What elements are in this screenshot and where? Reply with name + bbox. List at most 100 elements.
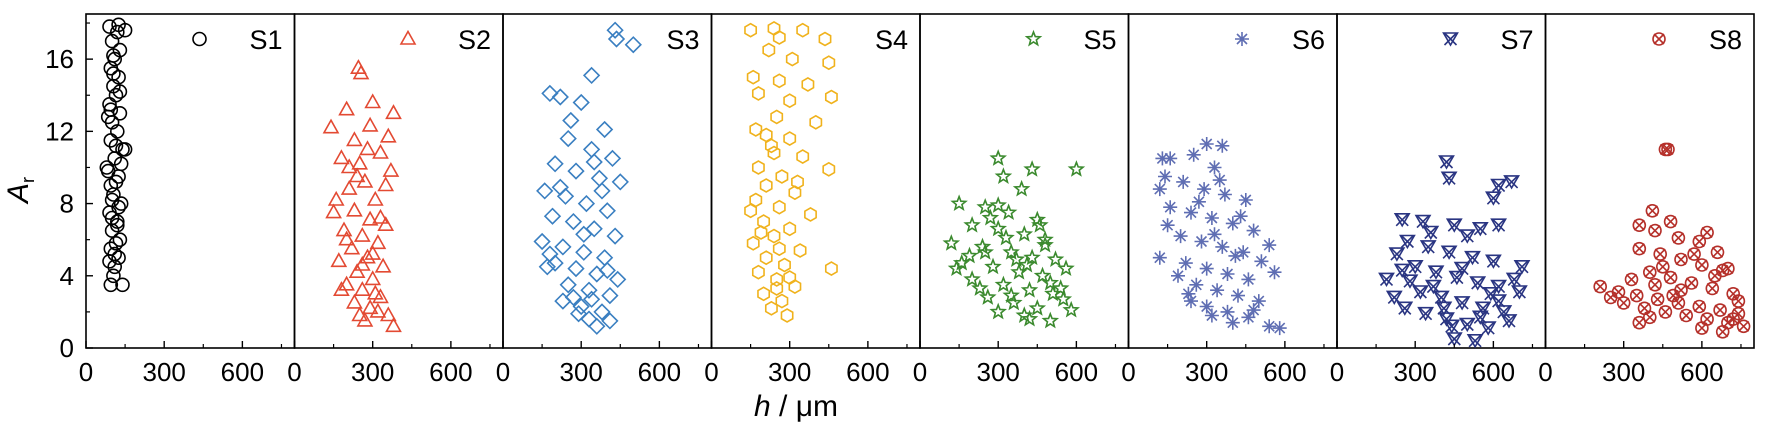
data-point-shape (796, 22, 810, 38)
data-point (976, 243, 994, 260)
data-point-shape (333, 149, 350, 165)
data-point-shape (1505, 272, 1523, 287)
legend-marker (818, 31, 832, 47)
data-point-shape (791, 174, 804, 190)
data-point (963, 215, 981, 233)
panel-S8: 0 300 600 S8 (1538, 13, 1755, 387)
data-point-shape (1693, 235, 1705, 248)
data-point (1674, 252, 1688, 267)
panel-frame (919, 13, 1130, 349)
data-point (1425, 279, 1442, 295)
data-point (1254, 254, 1269, 269)
data-point-shape (603, 149, 622, 168)
data-point-shape (113, 156, 129, 172)
panel-frame (1544, 13, 1755, 349)
panel-S4: 0 300 600 S4 (704, 13, 921, 387)
data-point-shape (744, 203, 758, 219)
data-point-shape (1442, 171, 1456, 185)
data-point (1233, 209, 1248, 224)
data-point (947, 259, 966, 277)
data-point (1632, 315, 1647, 330)
data-point-shape (981, 208, 1000, 226)
data-point-shape (624, 36, 642, 54)
data-point (113, 196, 129, 211)
data-point-shape (1204, 211, 1219, 225)
data-point (346, 201, 363, 217)
data-point-shape (536, 182, 554, 200)
data-point-shape (1424, 225, 1438, 240)
data-point-shape (783, 221, 797, 237)
data-point-shape (1713, 303, 1727, 317)
data-point-shape (1067, 160, 1086, 177)
series-points (1378, 155, 1531, 349)
data-point-shape (783, 93, 797, 109)
data-point (1440, 245, 1458, 260)
data-point-shape (1726, 312, 1740, 326)
data-point-shape (1442, 245, 1456, 259)
data-point-shape (989, 149, 1007, 166)
data-point-shape (580, 310, 598, 328)
data-point-shape (551, 88, 569, 106)
data-point (783, 93, 797, 109)
legend-marker (192, 31, 207, 47)
data-point (351, 306, 369, 322)
data-point (1736, 319, 1751, 334)
data-point (1624, 272, 1639, 287)
data-point-shape (1036, 235, 1054, 253)
data-point (1152, 250, 1167, 265)
data-point-shape (1708, 268, 1722, 283)
data-point-shape (1624, 272, 1639, 287)
data-point (611, 173, 629, 191)
data-point (757, 286, 771, 302)
data-point (1710, 245, 1725, 260)
data-point-shape (1631, 290, 1643, 302)
data-point-shape (1403, 274, 1417, 288)
data-point-shape (1500, 314, 1518, 329)
legend-marker-shape (1442, 32, 1459, 47)
data-point-shape (1648, 223, 1662, 238)
data-point (1204, 211, 1219, 225)
data-point (348, 263, 366, 279)
series-points (1593, 142, 1751, 339)
series-points (99, 17, 133, 293)
data-point-shape (106, 48, 121, 63)
data-point-shape (809, 114, 823, 130)
data-point-shape (1439, 155, 1454, 169)
data-point-shape (1388, 247, 1406, 262)
data-point-shape (989, 302, 1007, 320)
data-point (767, 145, 781, 161)
y-axis-title: Ar (2, 177, 38, 205)
x-tick-label: 0 (1330, 357, 1344, 387)
data-point-shape (385, 104, 402, 120)
data-point (1023, 160, 1041, 177)
panel-frame (710, 13, 921, 349)
data-point-shape (822, 161, 836, 177)
data-point-shape (1437, 301, 1451, 315)
data-point (572, 297, 590, 316)
data-point-shape (1688, 248, 1700, 260)
data-point (1015, 225, 1034, 242)
data-point-shape (369, 234, 387, 250)
data-point (746, 69, 760, 85)
data-point-shape (1473, 222, 1487, 236)
data-point-shape (379, 306, 397, 322)
data-point-shape (353, 255, 371, 271)
data-point-shape (1654, 248, 1666, 260)
data-point (598, 202, 616, 220)
data-point-shape (1695, 321, 1709, 335)
data-point-shape (1679, 308, 1693, 323)
data-point-shape (601, 286, 619, 305)
data-point (1432, 290, 1450, 305)
data-point-shape (772, 30, 786, 45)
data-point-shape (1632, 241, 1647, 256)
data-point-shape (1625, 273, 1638, 285)
data-point (536, 182, 554, 200)
data-point-shape (606, 227, 624, 245)
data-point (1427, 265, 1445, 280)
data-point-shape (767, 228, 781, 244)
data-point (1692, 234, 1707, 249)
data-point-shape (770, 280, 784, 296)
data-point-shape (1474, 301, 1492, 316)
data-point-shape (1649, 279, 1661, 291)
data-point (1435, 301, 1453, 316)
